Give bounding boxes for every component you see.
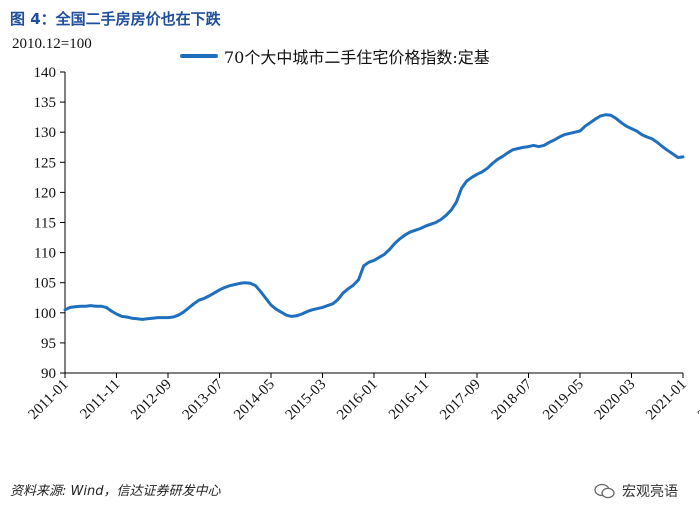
y-tick-label: 100: [34, 306, 57, 322]
figure-title: 图 4：全国二手房房价也在下跌: [10, 10, 221, 28]
x-tick-label: 2016-01: [334, 377, 381, 424]
y-tick-label: 95: [41, 336, 56, 352]
watermark-text: 宏观亮语: [622, 484, 678, 500]
x-tick-label: 2018-07: [489, 376, 536, 423]
y-tick-label: 140: [34, 65, 57, 81]
y-tick-label: 135: [34, 95, 57, 111]
x-tick-label: 2013-07: [180, 376, 227, 423]
y-tick-label: 105: [34, 276, 57, 292]
legend-swatch: [180, 54, 218, 58]
watermark: 宏观亮语: [594, 481, 678, 501]
y-tick-label: 130: [34, 125, 57, 141]
x-tick-label: 2011-11: [77, 377, 123, 423]
wechat-icon: [594, 483, 615, 499]
source-note: 资料来源: Wind，信达证券研发中心: [10, 484, 221, 499]
series-line: [63, 113, 685, 321]
y-tick-label: 110: [34, 246, 56, 262]
x-tick-label: 2021-01: [643, 377, 690, 424]
x-tick-label: 2017-09: [437, 377, 484, 424]
x-tick-label: 2020-03: [592, 377, 639, 424]
y-tick-label: 90: [41, 366, 56, 382]
index-base-label: 2010.12=100: [12, 36, 92, 52]
x-tick-label: 2015-03: [283, 377, 330, 424]
legend-label: 70个大中城市二手住宅价格指数:定基: [224, 48, 490, 67]
legend: 70个大中城市二手住宅价格指数:定基: [180, 44, 490, 68]
x-tick-label: 2021-11: [695, 377, 700, 423]
y-tick-label: 115: [34, 216, 56, 232]
x-tick-label: 2012-09: [128, 377, 175, 424]
x-tick-label: 2019-05: [540, 377, 587, 424]
y-tick-label: 120: [34, 185, 57, 201]
x-tick-label: 2011-01: [26, 377, 72, 423]
x-tick-label: 2016-11: [386, 377, 432, 423]
x-tick-label: 2014-05: [231, 377, 278, 424]
y-tick-label: 125: [34, 155, 57, 171]
